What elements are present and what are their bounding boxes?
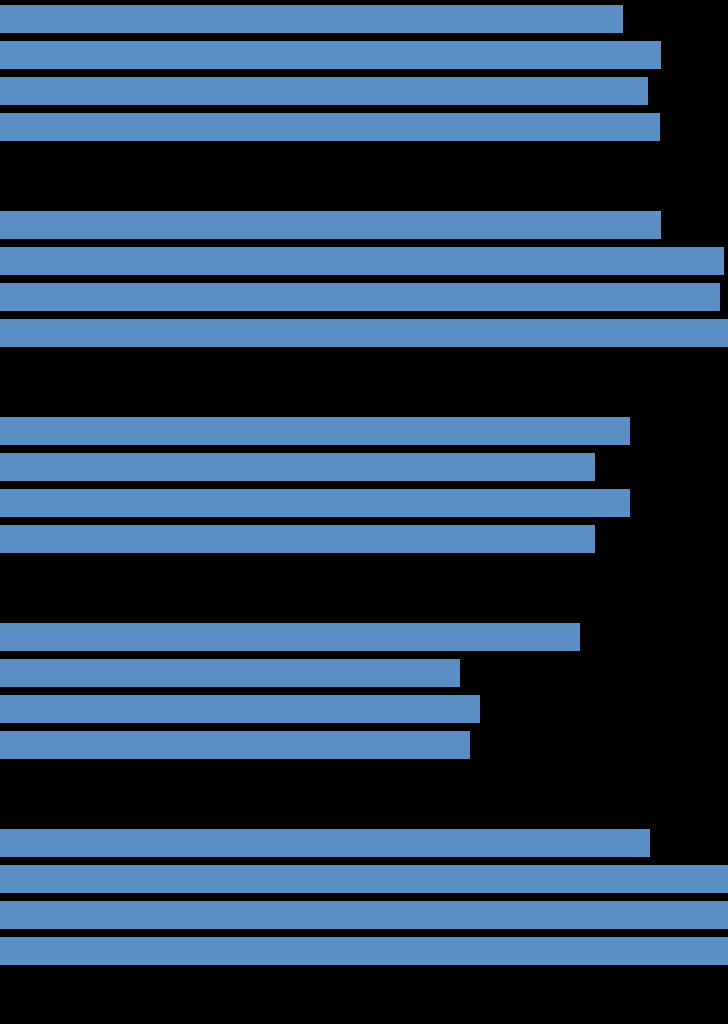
Bar	[0, 5, 623, 33]
Bar	[0, 489, 630, 517]
Bar	[0, 283, 720, 311]
Bar	[0, 113, 660, 141]
Bar	[0, 247, 724, 275]
Bar	[0, 211, 661, 239]
Bar	[0, 901, 728, 929]
Bar	[0, 829, 650, 857]
Bar	[0, 695, 480, 723]
Bar	[0, 659, 460, 687]
Bar	[0, 319, 728, 347]
Bar	[0, 623, 580, 651]
Bar	[0, 525, 595, 553]
Bar	[0, 731, 470, 759]
Bar	[0, 77, 648, 105]
Bar	[0, 41, 661, 69]
Bar	[0, 937, 728, 965]
Bar	[0, 453, 595, 481]
Bar	[0, 417, 630, 445]
Bar	[0, 865, 728, 893]
